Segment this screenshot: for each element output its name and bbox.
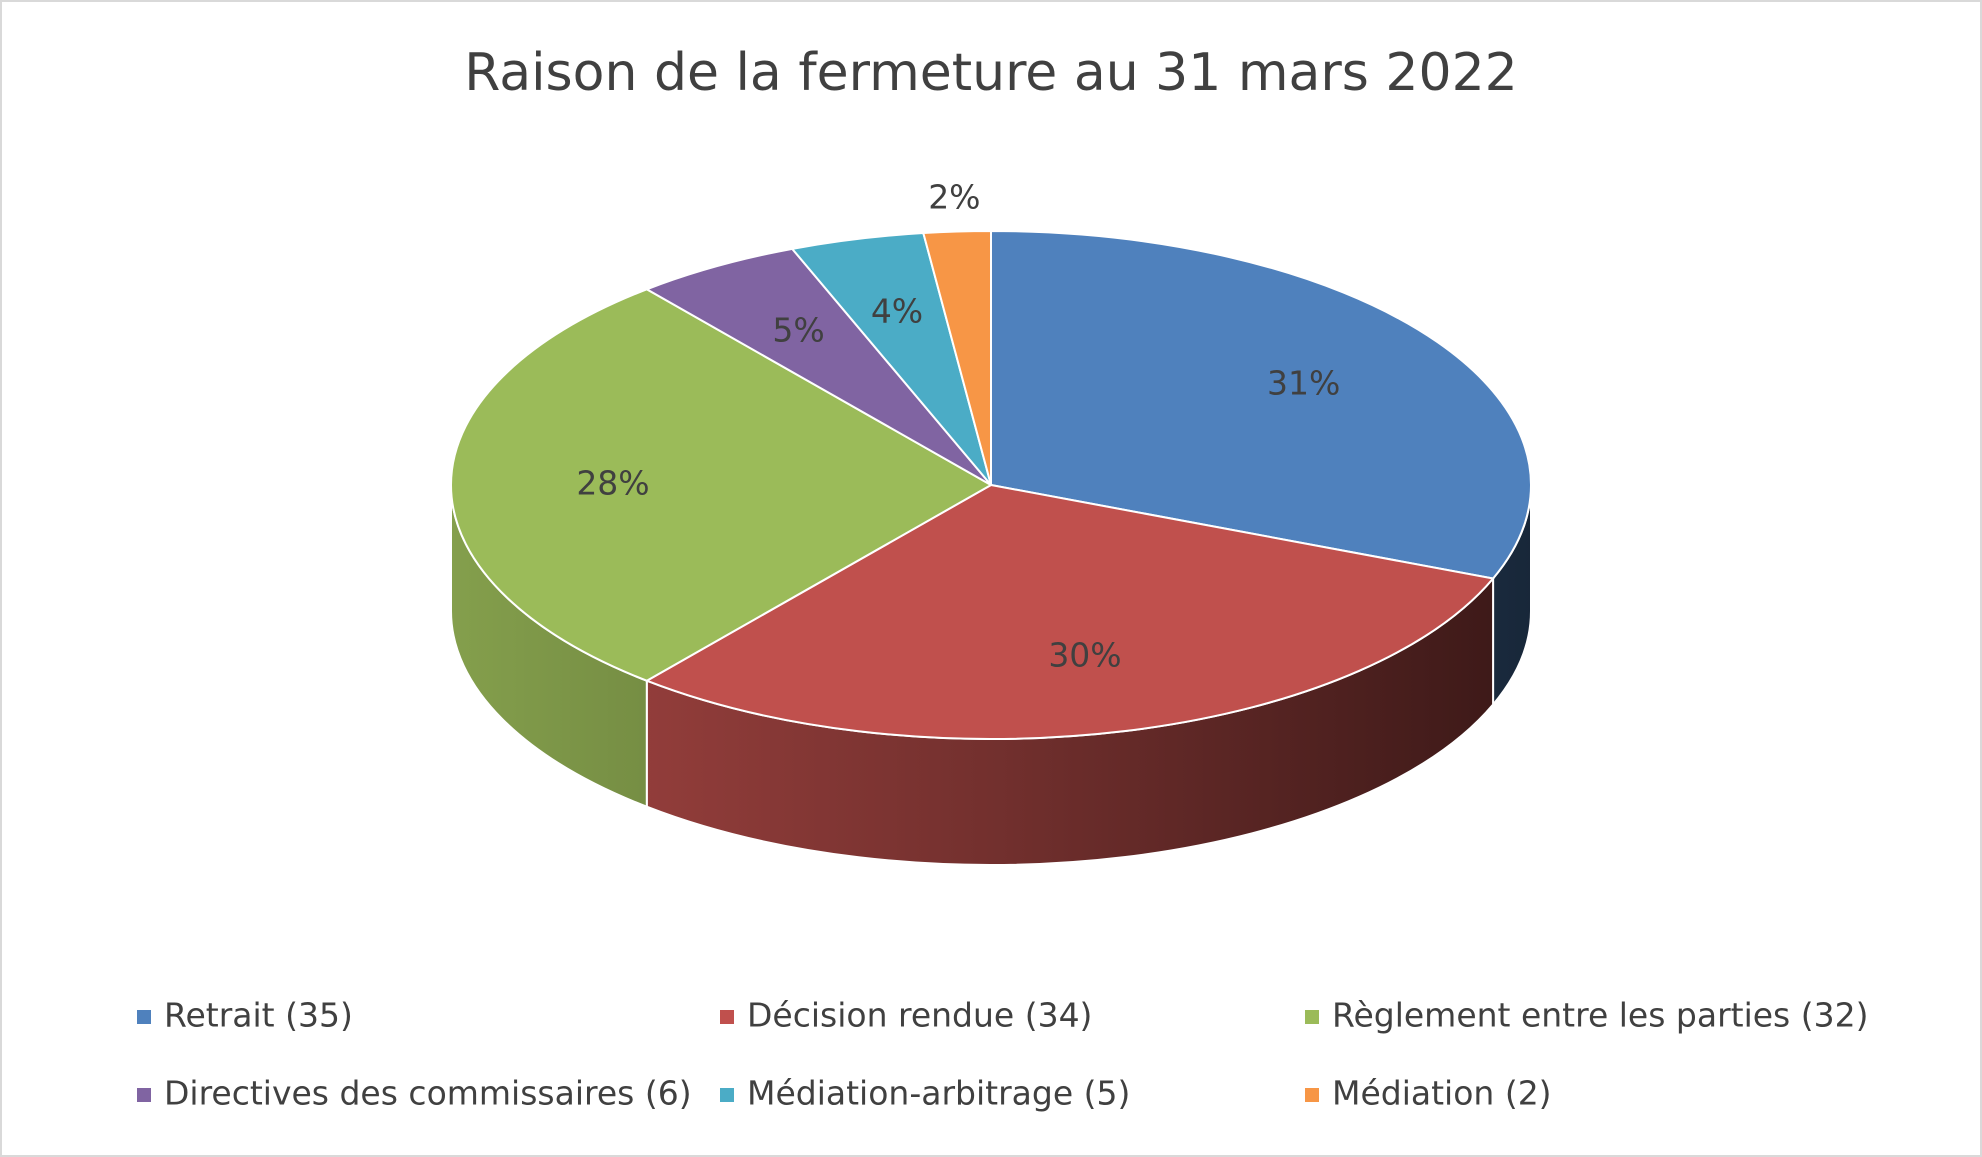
slice xyxy=(644,247,992,486)
slice xyxy=(644,483,1495,740)
data-label: 28% xyxy=(576,464,649,503)
legend-label: Décision rendue (34) xyxy=(747,996,1092,1035)
slice xyxy=(990,229,1532,580)
legend-label: Directives des commissaires (6) xyxy=(164,1074,692,1113)
data-label: 4% xyxy=(871,291,923,330)
data-label: 5% xyxy=(772,310,824,349)
legend-swatch xyxy=(720,1010,734,1024)
legend-label: Médiation-arbitrage (5) xyxy=(747,1074,1130,1113)
legend-label: Retrait (35) xyxy=(164,996,353,1035)
legend-swatch xyxy=(720,1088,734,1102)
data-label: 30% xyxy=(1048,636,1121,675)
data-label: 31% xyxy=(1267,364,1340,403)
data-label: 2% xyxy=(928,178,980,217)
legend-swatch xyxy=(137,1010,151,1024)
legend-swatch xyxy=(137,1088,151,1102)
legend-label: Médiation (2) xyxy=(1332,1074,1552,1113)
legend-label: Règlement entre les parties (32) xyxy=(1332,996,1868,1035)
legend-swatch xyxy=(1305,1088,1319,1102)
slice xyxy=(922,229,992,486)
chart-title: Raison de la fermeture au 31 mars 2022 xyxy=(464,43,1517,103)
slice xyxy=(450,288,994,682)
legend-swatch xyxy=(1305,1010,1319,1024)
